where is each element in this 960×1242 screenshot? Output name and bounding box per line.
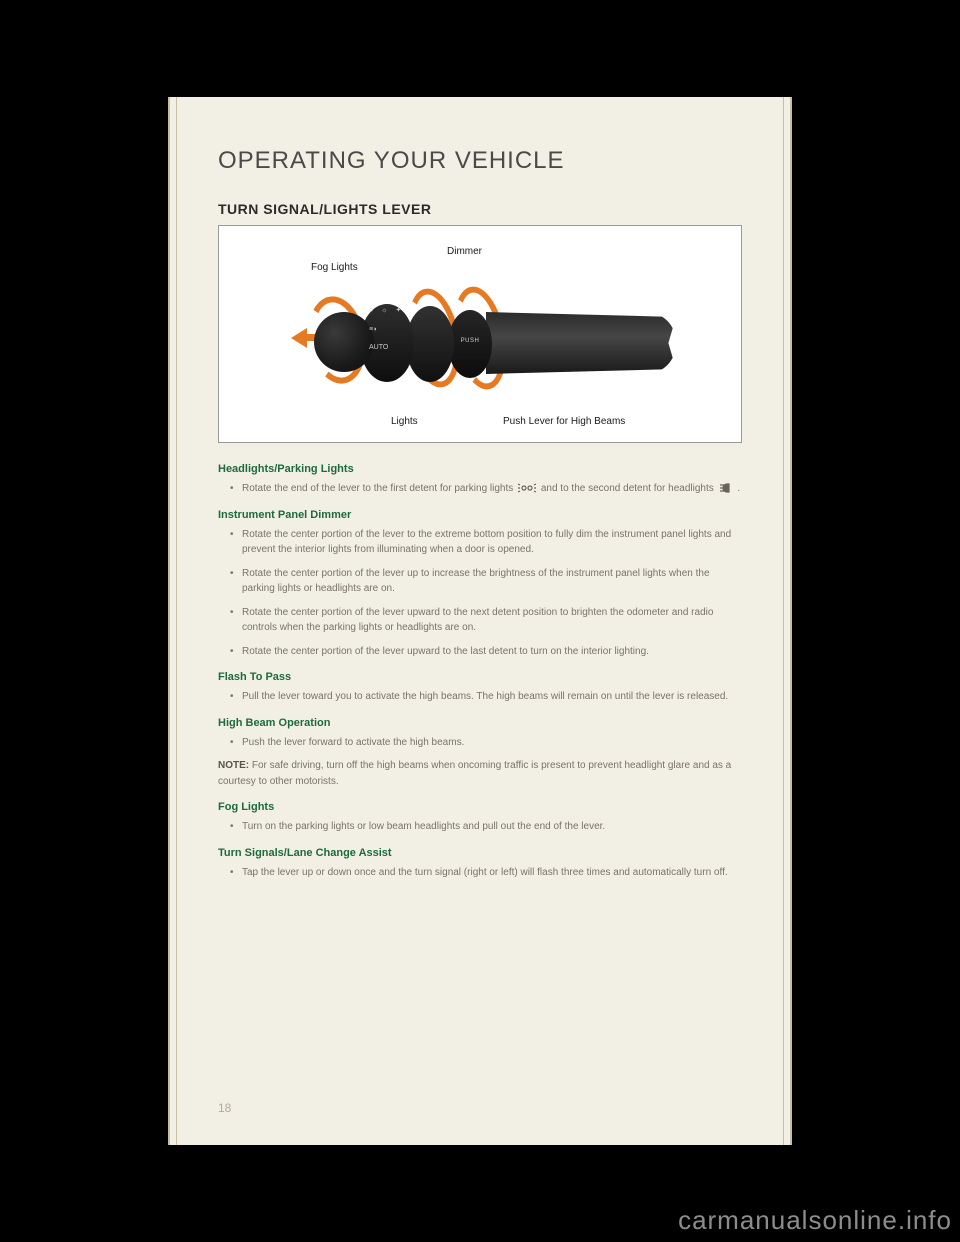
subsection-heading: Flash To Pass <box>218 671 742 683</box>
page-number: 18 <box>218 1101 231 1115</box>
subsection-list: Push the lever forward to activate the h… <box>218 735 742 751</box>
lever-icons-row1: ○ ☼ ✦ <box>369 306 404 314</box>
section-title: TURN SIGNAL/LIGHTS LEVER <box>218 201 742 217</box>
push-label: PUSH <box>448 338 492 344</box>
diagram-label-fog: Fog Lights <box>311 262 358 273</box>
item-text: Rotate the end of the lever to the first… <box>242 483 513 494</box>
subsection-list: Pull the lever toward you to activate th… <box>218 689 742 705</box>
lever-stalk <box>486 312 676 374</box>
note-label: NOTE: <box>218 760 249 771</box>
chapter-title: OPERATING YOUR VEHICLE <box>218 147 742 175</box>
list-item: Rotate the center portion of the lever u… <box>234 566 742 597</box>
lever-diagram: PUSH ○ ☼ ✦ ≡◗ AUTO Fog Lights Dimmer Lig… <box>218 225 742 443</box>
subsection-list: Rotate the end of the lever to the first… <box>218 481 742 497</box>
subsection-list: Turn on the parking lights or low beam h… <box>218 819 742 835</box>
list-item: Rotate the end of the lever to the first… <box>234 481 742 497</box>
list-item: Rotate the center portion of the lever u… <box>234 644 742 660</box>
list-item: Push the lever forward to activate the h… <box>234 735 742 751</box>
note-text: For safe driving, turn off the high beam… <box>218 760 731 787</box>
subsection-heading: High Beam Operation <box>218 717 742 729</box>
list-item: Rotate the center portion of the lever t… <box>234 527 742 558</box>
diagram-label-dimmer: Dimmer <box>447 246 482 257</box>
list-item: Turn on the parking lights or low beam h… <box>234 819 742 835</box>
item-text: and to the second detent for headlights <box>541 483 714 494</box>
lever-end-knob <box>314 312 374 372</box>
diagram-label-push: Push Lever for High Beams <box>503 416 625 427</box>
watermark: carmanualsonline.info <box>678 1205 952 1236</box>
item-text: . <box>737 483 740 494</box>
diagram-label-lights: Lights <box>391 416 418 427</box>
lever-icons-row2: ≡◗ <box>369 326 377 333</box>
lever-icons-row3: AUTO <box>369 344 388 351</box>
subsection-heading: Turn Signals/Lane Change Assist <box>218 847 742 859</box>
subsection-heading: Instrument Panel Dimmer <box>218 509 742 521</box>
note-paragraph: NOTE: For safe driving, turn off the hig… <box>218 758 742 789</box>
subsection-list: Rotate the center portion of the lever t… <box>218 527 742 660</box>
manual-page: OPERATING YOUR VEHICLE TURN SIGNAL/LIGHT… <box>168 97 792 1145</box>
subsection-heading: Fog Lights <box>218 801 742 813</box>
parking-lights-icon <box>518 483 536 493</box>
list-item: Tap the lever up or down once and the tu… <box>234 865 742 881</box>
list-item: Pull the lever toward you to activate th… <box>234 689 742 705</box>
lever-body: PUSH <box>314 302 674 392</box>
subsection-heading: Headlights/Parking Lights <box>218 463 742 475</box>
list-item: Rotate the center portion of the lever u… <box>234 605 742 636</box>
headlights-icon <box>719 483 733 493</box>
subsection-list: Tap the lever up or down once and the tu… <box>218 865 742 881</box>
lever-push-section: PUSH <box>448 310 492 378</box>
